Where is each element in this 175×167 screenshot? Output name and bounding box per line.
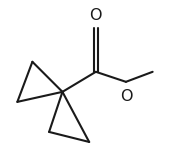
Text: O: O	[120, 89, 132, 104]
Text: O: O	[90, 8, 102, 23]
